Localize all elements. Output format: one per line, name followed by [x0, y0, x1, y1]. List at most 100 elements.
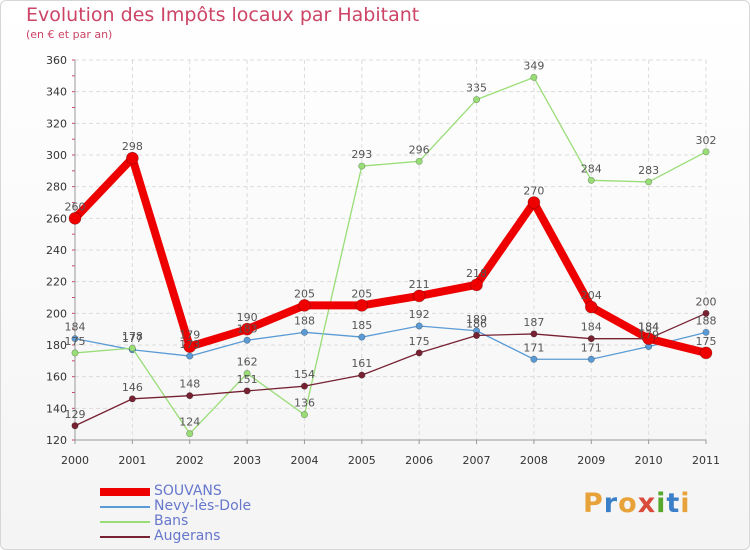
y-tick-label: 200	[46, 307, 67, 320]
series-line-3	[74, 312, 707, 427]
data-point	[300, 382, 308, 390]
data-label: 335	[466, 82, 487, 95]
data-label: 204	[581, 289, 602, 302]
x-tick-label: 2005	[348, 454, 376, 467]
data-point	[68, 212, 82, 225]
legend-label: Nevy-lès-Dole	[154, 498, 252, 514]
data-label: 129	[65, 408, 86, 421]
x-tick-label: 2004	[290, 454, 318, 467]
data-label: 154	[294, 368, 315, 381]
data-point	[298, 299, 311, 312]
data-label: 175	[696, 335, 717, 348]
data-point	[186, 352, 194, 360]
data-point	[530, 355, 538, 363]
data-label: 185	[351, 319, 372, 332]
data-point	[358, 162, 366, 170]
data-point	[645, 178, 653, 186]
data-point	[183, 340, 197, 353]
legend-swatch	[100, 505, 150, 508]
y-tick-label: 320	[46, 117, 67, 130]
data-label: 184	[638, 321, 659, 334]
y-tick-label: 300	[46, 149, 67, 162]
data-label: 179	[638, 329, 659, 342]
series-lines	[68, 73, 713, 438]
logo-letter: t	[666, 488, 681, 519]
series-line-0	[71, 154, 710, 357]
data-point	[702, 328, 710, 336]
data-point	[300, 328, 308, 336]
data-point	[584, 300, 598, 314]
series-line-1	[74, 325, 707, 360]
x-tick-label: 2000	[61, 454, 89, 467]
data-point	[300, 411, 308, 419]
data-label: 162	[237, 356, 258, 369]
data-label: 151	[237, 373, 258, 386]
data-point	[243, 387, 251, 395]
x-tick-label: 2007	[463, 454, 491, 467]
legend-item: Augerans	[100, 529, 251, 544]
y-tick-label: 340	[46, 86, 67, 99]
x-tick-label: 2009	[577, 454, 605, 467]
series-line-2	[74, 76, 707, 435]
chart-subtitle: (en € et par an)	[26, 28, 113, 41]
data-point	[702, 309, 710, 317]
data-label: 188	[696, 314, 717, 327]
x-tick-label: 2001	[118, 454, 146, 467]
legend-item: Bans	[100, 514, 251, 529]
legend-item: Nevy-lès-Dole	[100, 499, 251, 514]
data-label: 186	[466, 318, 487, 331]
data-label: 178	[122, 330, 143, 343]
data-label: 218	[466, 267, 487, 280]
data-point	[470, 278, 483, 292]
y-tick-label: 120	[46, 434, 67, 447]
legend-swatch	[100, 487, 150, 496]
data-label: 184	[638, 321, 659, 334]
logo-letter: o	[618, 488, 638, 519]
data-point	[355, 299, 369, 312]
y-tick-label: 140	[46, 402, 67, 415]
data-label: 171	[523, 341, 544, 354]
data-point	[473, 331, 481, 339]
data-point	[243, 369, 251, 377]
data-label: 183	[237, 322, 258, 335]
axes: 120 140 160 180 200 220 240 260 280 300 320 340 360 2…	[46, 54, 720, 467]
x-tick-label: 2011	[692, 454, 720, 467]
data-label: 200	[696, 295, 717, 308]
data-label: 136	[294, 397, 315, 410]
data-label: 284	[581, 162, 602, 175]
legend-swatch	[100, 535, 150, 538]
data-label: 192	[409, 308, 430, 321]
data-point	[415, 322, 423, 330]
data-point	[71, 349, 79, 357]
data-label: 293	[351, 148, 372, 161]
x-tick-label: 2002	[176, 454, 204, 467]
data-point	[358, 333, 366, 341]
data-point	[412, 289, 426, 303]
data-label: 205	[351, 287, 372, 300]
chart-title: Evolution des Impôts locaux par Habitant	[26, 4, 420, 26]
x-tick-label: 2006	[405, 454, 433, 467]
y-tick-label: 180	[46, 339, 67, 352]
x-tick-label: 2003	[233, 454, 261, 467]
data-label: 211	[409, 278, 430, 291]
data-point	[126, 151, 139, 165]
data-point	[587, 335, 595, 343]
data-label: 146	[122, 381, 143, 394]
data-label: 349	[523, 59, 544, 72]
logo-letter: r	[603, 488, 619, 519]
data-label: 190	[237, 311, 258, 324]
data-label: 296	[409, 143, 430, 156]
legend-item: SOUVANS	[100, 484, 251, 499]
data-point	[415, 157, 423, 165]
data-point	[240, 322, 254, 336]
data-point	[71, 335, 79, 343]
y-tick-label: 160	[46, 371, 67, 384]
y-tick-label: 280	[46, 181, 67, 194]
x-tick-label: 2008	[520, 454, 548, 467]
data-point	[702, 148, 710, 156]
data-point	[530, 330, 538, 338]
y-tick-label: 240	[46, 244, 67, 257]
data-label: 171	[581, 341, 602, 354]
data-label: 205	[294, 287, 315, 300]
